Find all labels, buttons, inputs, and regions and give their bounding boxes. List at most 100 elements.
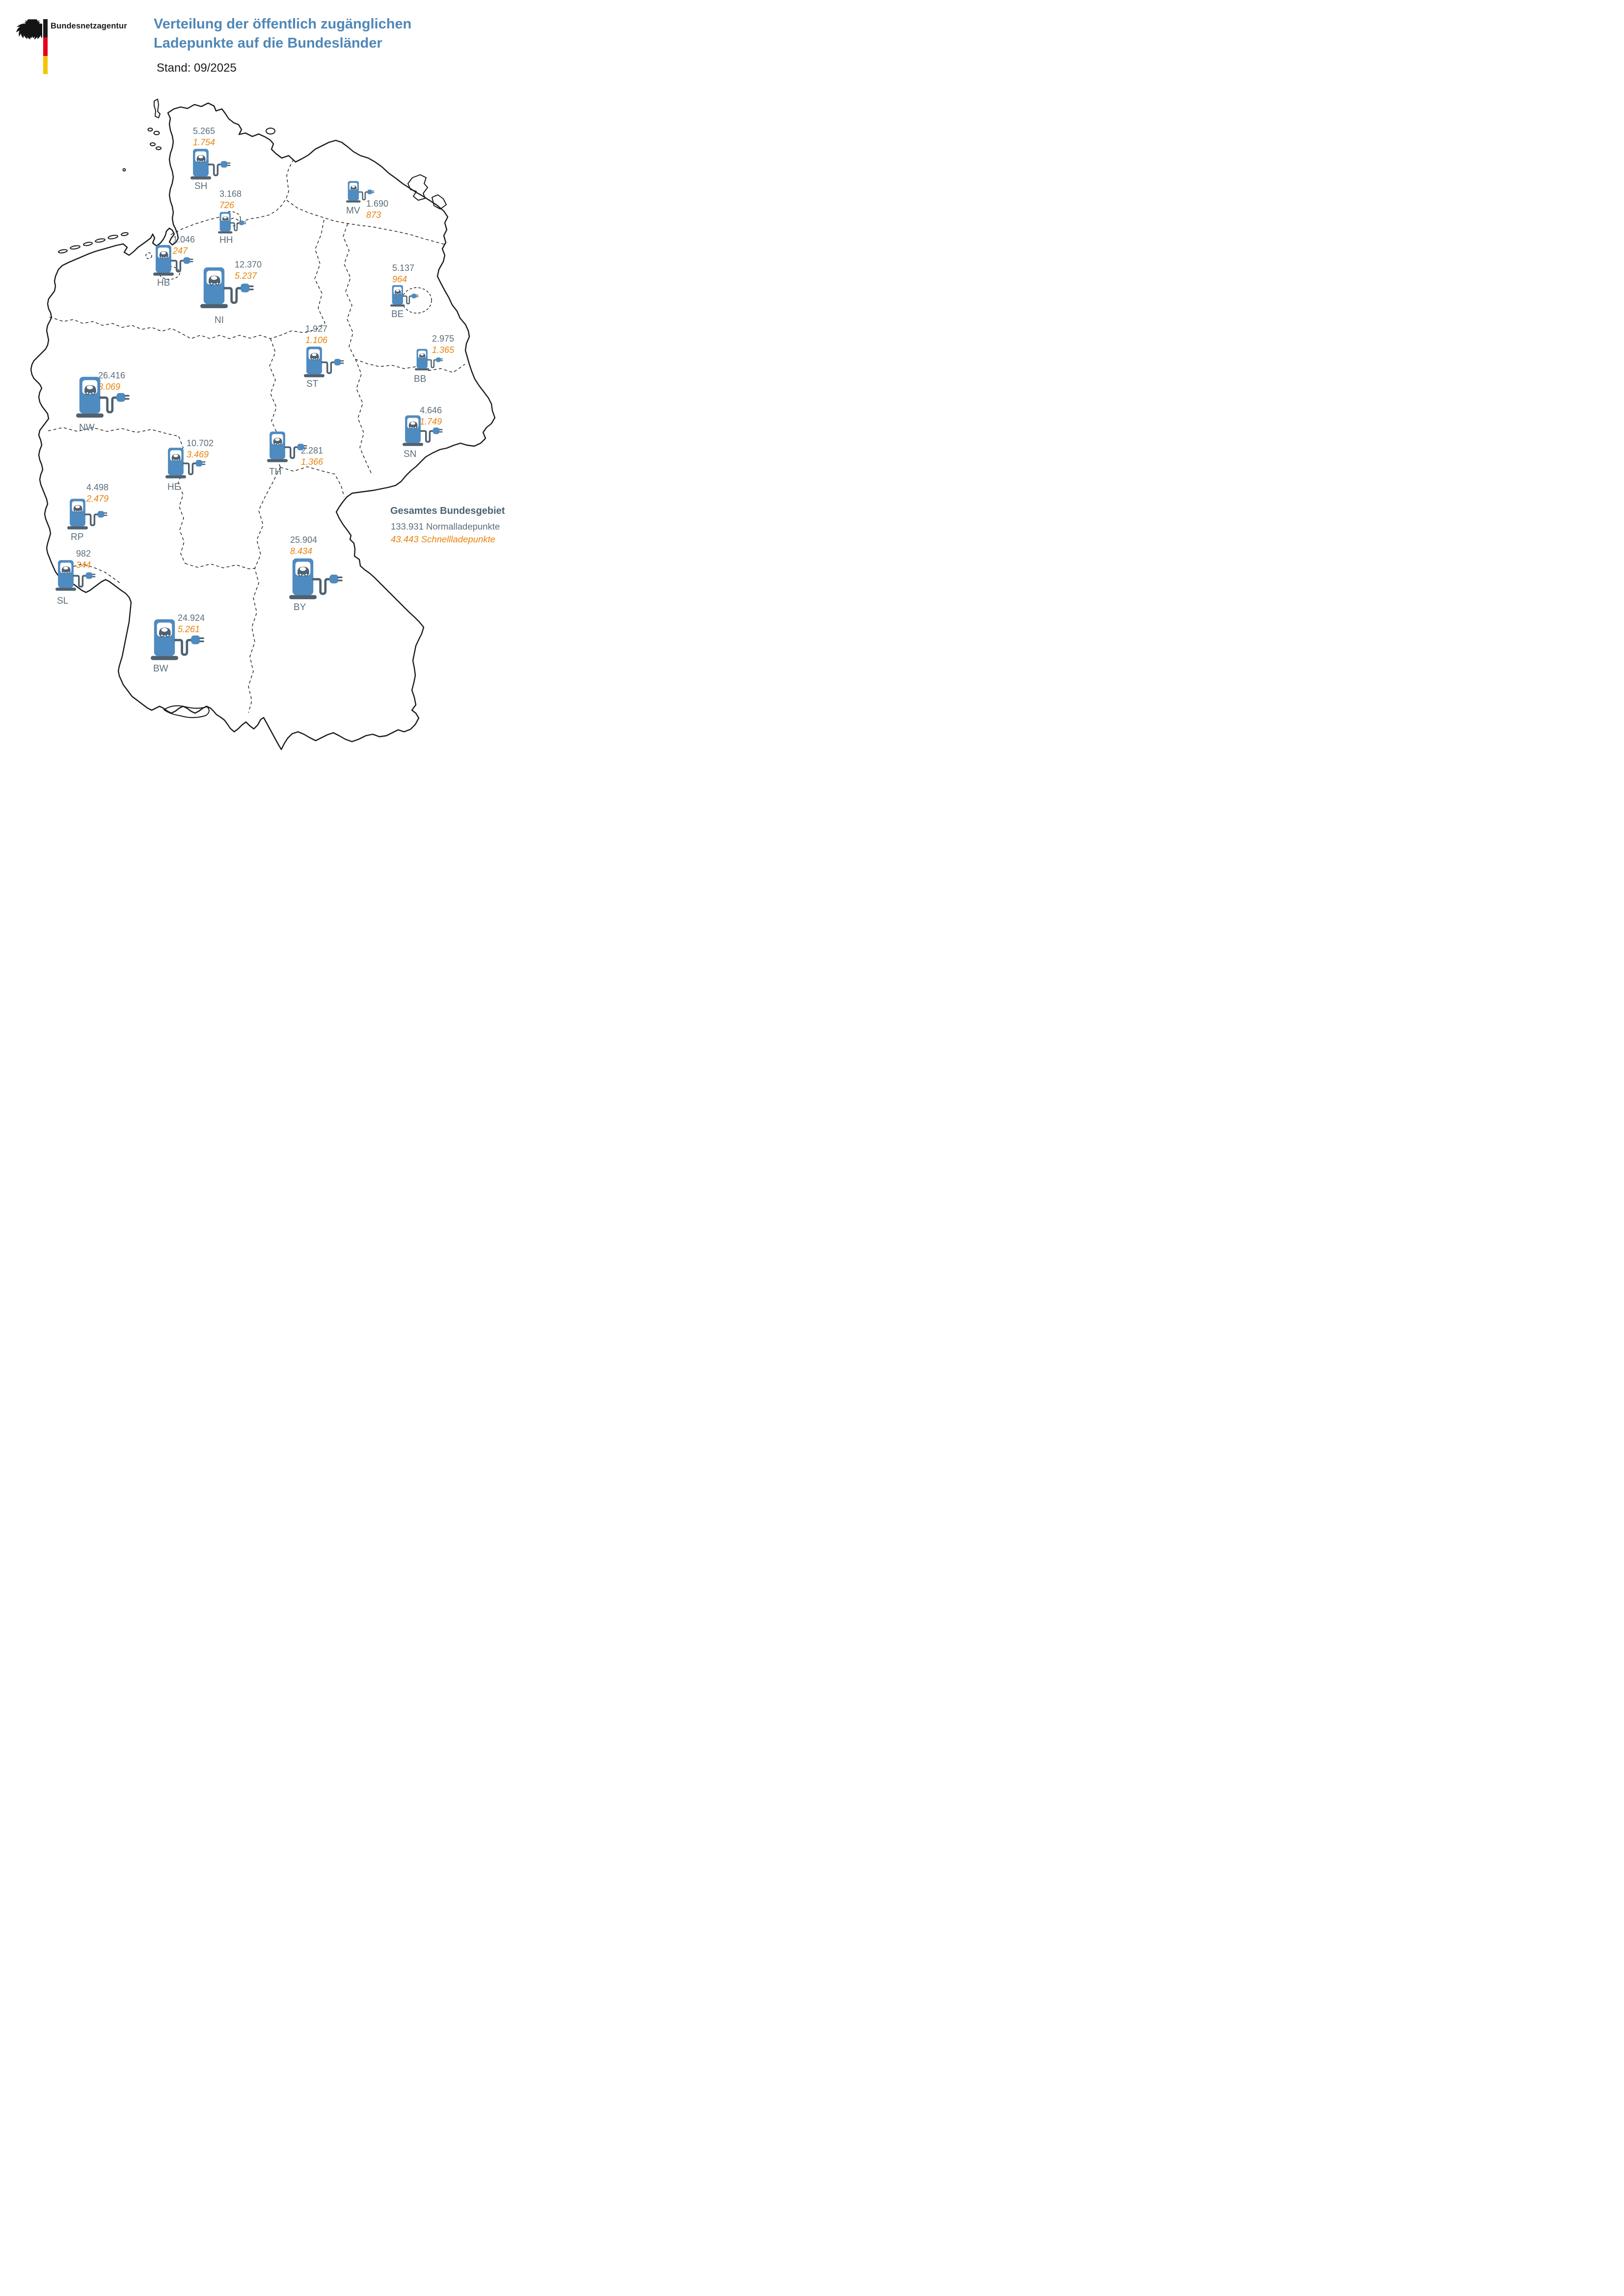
car-icon	[408, 421, 418, 429]
state-label-NI: NI	[215, 315, 224, 325]
normal-value: 982	[76, 549, 91, 559]
normal-value: 24.924	[178, 613, 205, 623]
country-outline	[30, 102, 496, 750]
fast-value: 964	[392, 274, 407, 284]
car-icon	[73, 505, 82, 513]
normal-value: 1.046	[173, 235, 195, 244]
state-values-BB: 2.975 1.365	[432, 333, 454, 356]
cable-and-plug-icon	[402, 294, 419, 305]
charging-station-icon	[151, 619, 204, 660]
charging-station-icon	[346, 181, 375, 203]
cable-and-plug-icon	[312, 574, 343, 595]
normal-value: 26.416	[98, 371, 126, 380]
flag-bar	[43, 19, 48, 74]
state-label-ST: ST	[306, 379, 319, 389]
car-icon	[159, 251, 168, 259]
charging-station-icon	[218, 212, 246, 234]
state-label-BE: BE	[391, 309, 404, 320]
car-icon	[171, 454, 181, 462]
state-label-TH: TH	[269, 467, 282, 477]
lake-constance	[163, 705, 210, 718]
state-values-BW: 24.924 5.261	[178, 613, 205, 635]
state-icon-SH	[190, 148, 232, 180]
cable-and-plug-icon	[173, 635, 204, 656]
state-label-SL: SL	[57, 596, 69, 606]
car-icon	[273, 437, 282, 446]
state-icon-SL	[55, 560, 97, 591]
normal-value: 1.927	[305, 324, 328, 334]
car-icon	[297, 566, 309, 577]
pump-body	[289, 558, 317, 599]
state-values-NW: 26.416 8.069	[98, 370, 125, 393]
cable-and-plug-icon	[223, 283, 254, 304]
state-label-BW: BW	[153, 664, 168, 674]
pump-body	[415, 348, 430, 371]
pump-body	[76, 376, 104, 418]
fast-value: 1.366	[301, 457, 324, 467]
state-label-RP: RP	[71, 532, 84, 542]
state-label-MV: MV	[346, 206, 360, 216]
state-icon-HE	[165, 447, 207, 479]
fast-value: 1.106	[305, 335, 328, 345]
fast-value: 1.754	[193, 137, 216, 147]
bundesnetzagentur-logo: Bundesnetzagentur	[16, 18, 144, 77]
state-icon-BB	[415, 348, 444, 371]
fast-value: 5.237	[235, 271, 257, 281]
fast-value: 1.749	[420, 417, 442, 427]
charging-station-icon	[76, 376, 130, 418]
charging-station-icon	[390, 285, 419, 307]
islands	[58, 99, 447, 254]
state-values-BE: 5.137 964	[392, 263, 414, 285]
state-label-HH: HH	[219, 235, 233, 245]
state-values-HH: 3.168 726	[219, 188, 242, 211]
cable-and-plug-icon	[420, 427, 443, 443]
state-label-SH: SH	[194, 181, 208, 191]
state-values-MV: 1.690 873	[366, 198, 388, 221]
car-icon	[208, 275, 220, 286]
state-values-HE: 10.702 3.469	[187, 438, 214, 460]
normal-value: 5.137	[392, 263, 415, 273]
state-icon-BW	[151, 618, 206, 660]
cable-and-plug-icon	[230, 220, 246, 232]
state-icon-RP	[67, 498, 108, 530]
state-icon-BY	[289, 558, 344, 599]
normal-value: 12.370	[235, 260, 262, 269]
date-label: Stand: 09/2025	[157, 61, 237, 75]
pump-body	[153, 245, 174, 276]
cable-and-plug-icon	[99, 393, 130, 414]
cable-and-plug-icon	[284, 444, 307, 459]
pump-body	[403, 415, 423, 446]
cable-and-plug-icon	[321, 359, 344, 374]
fast-value: 5.261	[178, 624, 200, 634]
cable-and-plug-icon	[427, 357, 443, 369]
state-values-SN: 4.646 1.749	[420, 405, 442, 427]
cable-and-plug-icon	[73, 572, 96, 588]
state-label-NW: NW	[79, 423, 95, 433]
pump-body	[190, 149, 211, 180]
fast-value: 344	[76, 560, 91, 570]
normal-value: 3.168	[219, 189, 242, 199]
normal-value: 1.690	[366, 199, 389, 209]
charging-station-icon	[153, 245, 193, 276]
state-icon-SN	[403, 415, 444, 446]
charging-station-icon	[267, 431, 307, 462]
charging-station-icon	[403, 415, 443, 446]
cable-and-plug-icon	[84, 511, 108, 527]
car-icon	[350, 185, 357, 191]
state-label-HE: HE	[167, 482, 181, 492]
normal-value: 4.498	[86, 482, 109, 492]
fast-value: 8.069	[98, 382, 121, 392]
state-values-BY: 25.904 8.434	[290, 534, 317, 557]
state-icon-NI	[200, 267, 255, 308]
state-values-SH: 5.265 1.754	[193, 126, 215, 148]
state-icon-HB	[153, 244, 194, 276]
charging-station-icon	[165, 448, 206, 479]
car-icon	[61, 566, 71, 574]
car-icon	[310, 352, 319, 361]
charging-station-icon	[190, 149, 231, 180]
pump-body	[346, 181, 361, 203]
charging-station-icon	[289, 558, 343, 599]
pump-body	[165, 448, 186, 479]
charging-station-icon	[67, 499, 108, 530]
fast-value: 1.365	[432, 345, 455, 355]
